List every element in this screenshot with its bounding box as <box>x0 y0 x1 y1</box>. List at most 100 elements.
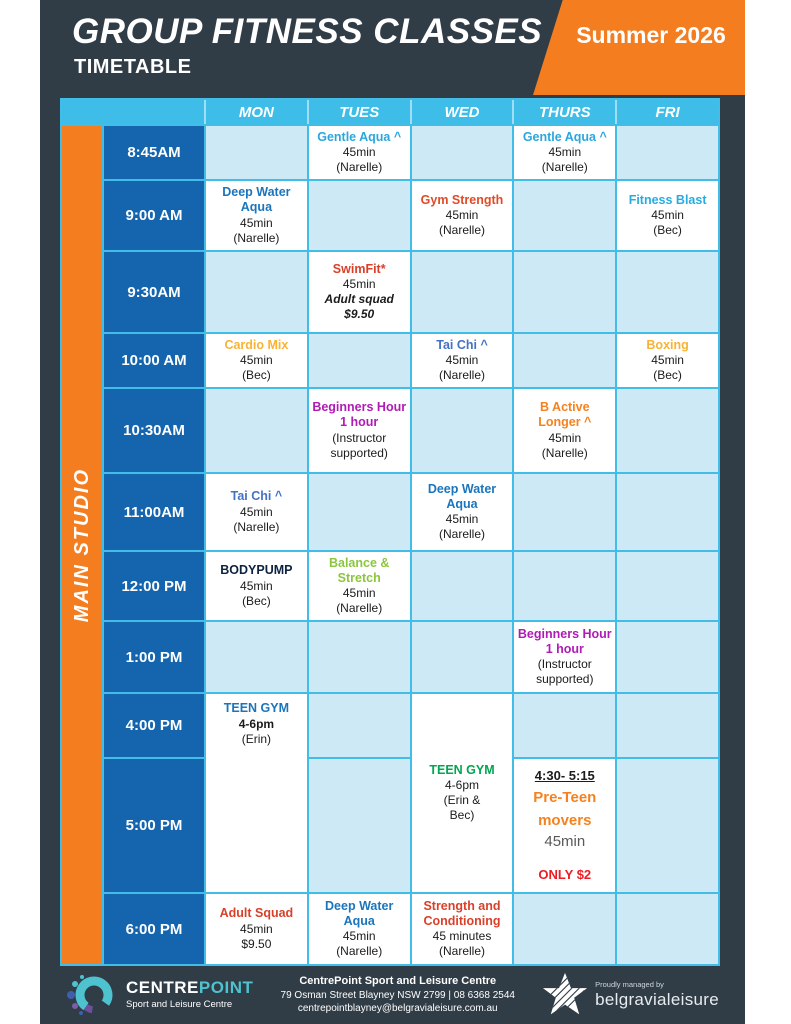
class-detail-line: 4:30- 5:15 <box>534 767 595 783</box>
cell-mon-row5 <box>206 389 307 472</box>
class-detail-line: 45min <box>240 353 273 368</box>
class-detail-line: (Erin & <box>443 793 481 808</box>
timetable-poster: GROUP FITNESS CLASSES TIMETABLE Summer 2… <box>40 0 745 1024</box>
cell-thurs-row7 <box>514 552 616 620</box>
class-detail-line: 4-6pm <box>238 716 275 731</box>
cell-tues-row5: Beginners Hour 1 hour (Instructor supporte… <box>308 389 410 472</box>
class-detail-line: (Bec) <box>242 593 271 608</box>
class-title: Beginners Hour 1 hour <box>517 626 612 656</box>
cell-thurs-row11 <box>514 894 616 964</box>
class-title: Cardio Mix <box>224 337 289 352</box>
centrepoint-brand-text: CENTREPOINT Sport and Leisure Centre <box>126 979 253 1010</box>
cell-tues-row1: Gentle Aqua ^ 45min (Narelle) <box>308 126 410 179</box>
class-detail-line: (Narelle) <box>541 445 588 460</box>
class-detail-line: (Narelle) <box>438 368 485 383</box>
time-cell-10: 5:00 PM <box>104 759 204 892</box>
cell-wed-row2: Gym Strength 45min (Narelle) <box>411 181 513 250</box>
class-detail-line: 45min <box>651 353 684 368</box>
time-cell-9: 4:00 PM <box>104 694 204 757</box>
class-detail-line: 45 minutes <box>432 929 492 944</box>
cell-thurs-row2 <box>514 181 616 250</box>
cell-tues-row6 <box>308 474 410 550</box>
cell-mon-row9: TEEN GYM 4-6pm (Erin) <box>206 694 307 892</box>
class-title: B Active Longer ^ <box>538 400 592 429</box>
class-title: Tai Chi ^ <box>436 337 488 352</box>
cell-fri-row11 <box>617 894 718 964</box>
day-header-thurs: THURS <box>514 100 616 124</box>
class-detail-line: 45min <box>240 504 273 519</box>
cell-fri-row1 <box>617 126 718 179</box>
class-detail-line: 45min <box>445 208 479 223</box>
cell-wed-row6: Deep Water Aqua 45min (Narelle) <box>411 474 513 550</box>
managed-by-text: Proudly managed by belgravialeisure <box>595 980 719 1009</box>
class-detail-line: (Bec) <box>653 223 682 238</box>
cell-fri-row8 <box>617 622 718 692</box>
venue-name: CentrePoint Sport and Leisure Centre <box>299 975 497 988</box>
brand-part-point: POINT <box>198 978 254 998</box>
class-title: Balance & Stretch <box>328 555 390 585</box>
cell-fri-row2: Fitness Blast 45min (Bec) <box>617 181 718 250</box>
class-detail-line: (Narelle) <box>438 944 485 959</box>
cell-fri-row5 <box>617 389 718 472</box>
class-detail-line: supported) <box>330 445 388 460</box>
class-detail-line: 45min <box>548 145 582 160</box>
cell-mon-row7: BODYPUMP 45min (Bec) <box>206 552 307 620</box>
header-corner-cell <box>62 100 204 124</box>
class-title: Deep Water Aqua <box>222 185 291 214</box>
belgravia-star-icon <box>543 972 588 1015</box>
class-title: Adult Squad <box>219 906 294 921</box>
cell-fri-row6 <box>617 474 718 550</box>
class-detail-line: Bec) <box>449 808 475 823</box>
class-title: Gentle Aqua ^ <box>522 129 607 144</box>
cell-fri-row7 <box>617 552 718 620</box>
cell-tues-row3: SwimFit* 45min Adult squad $9.50 <box>308 252 410 332</box>
class-detail-line: 45min <box>445 512 479 527</box>
time-cell-2: 9:00 AM <box>104 181 204 250</box>
cell-thurs-row1: Gentle Aqua ^ 45min (Narelle) <box>514 126 616 179</box>
class-detail-line: 45min <box>240 578 273 593</box>
class-detail-line: movers <box>538 811 592 829</box>
class-title: BODYPUMP <box>220 563 293 578</box>
time-cell-11: 6:00 PM <box>104 894 204 964</box>
cell-thurs-row6 <box>514 474 616 550</box>
poster-footer: CENTREPOINT Sport and Leisure Centre Cen… <box>40 966 745 1024</box>
cell-mon-row11: Adult Squad 45min $9.50 <box>206 894 307 964</box>
class-detail-line: 45min <box>240 921 273 936</box>
class-detail-line: 45min <box>342 145 376 160</box>
venue-details: CentrePoint Sport and Leisure Centre 79 … <box>281 974 515 1016</box>
cell-wed-row4: Tai Chi ^ 45min (Narelle) <box>411 334 513 387</box>
class-detail-line: 45min <box>445 353 479 368</box>
class-detail-line: 45min <box>240 215 273 230</box>
page-title: GROUP FITNESS CLASSES <box>72 12 543 51</box>
class-title: Beginners Hour 1 hour <box>312 400 407 429</box>
belgravia-logo: Proudly managed by belgravialeisure <box>542 972 719 1018</box>
class-detail-line: supported) <box>536 672 594 687</box>
studio-label: MAIN STUDIO <box>70 467 93 623</box>
class-detail-line: (Narelle) <box>336 160 383 175</box>
cell-wed-row7 <box>411 552 513 620</box>
class-detail-line: 45min <box>342 929 376 944</box>
class-detail-line: Pre-Teen <box>533 788 597 806</box>
cell-tues-row9 <box>308 694 410 757</box>
class-title: Gym Strength <box>420 192 504 207</box>
centrepoint-tagline: Sport and Leisure Centre <box>126 999 233 1011</box>
class-title: Deep Water Aqua <box>427 481 497 511</box>
centrepoint-logo-icon <box>67 975 114 1015</box>
time-cell-5: 10:30AM <box>104 389 204 472</box>
cell-mon-row8 <box>206 622 307 692</box>
class-detail-line: 45min <box>651 208 684 223</box>
cell-fri-row3 <box>617 252 718 332</box>
cell-tues-row2 <box>308 181 410 250</box>
time-cell-1: 8:45AM <box>104 126 204 179</box>
class-detail-line: $9.50 <box>344 307 375 322</box>
cell-wed-row9: TEEN GYM 4-6pm (Erin & Bec) <box>411 694 513 892</box>
class-detail-line: 45min <box>342 277 376 292</box>
class-detail-line: 4-6pm <box>444 778 479 793</box>
cell-wed-row11: Strength and Conditioning 45 minutes (Nare… <box>411 894 513 964</box>
class-detail-line: 45min <box>544 833 586 851</box>
cell-mon-row3 <box>206 252 307 332</box>
class-detail-line: (Narelle) <box>233 230 280 245</box>
cell-mon-row2: Deep Water Aqua 45min (Narelle) <box>206 181 307 250</box>
class-title: SwimFit* <box>332 261 386 276</box>
season-badge: Summer 2026 <box>576 22 726 48</box>
